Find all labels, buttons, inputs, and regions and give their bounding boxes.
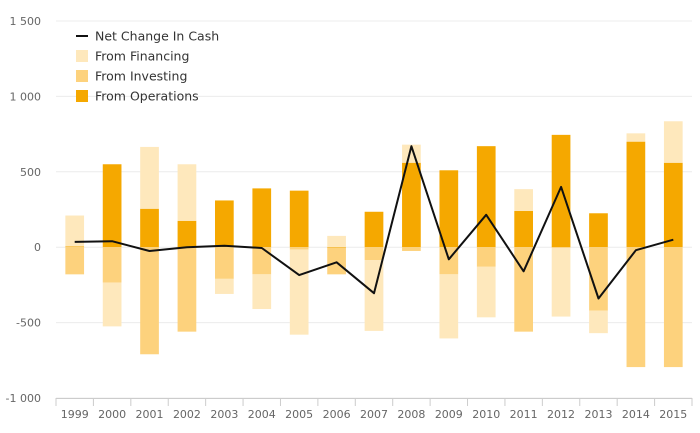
y-tick-label: 500 (20, 166, 41, 179)
bar-from-investing (514, 247, 533, 332)
legend-swatch-from-investing (76, 70, 88, 82)
bar-from-financing (551, 247, 571, 317)
bar-from-operations (364, 211, 384, 248)
legend: Net Change In Cash From Financing From Inv… (76, 29, 219, 104)
bar-from-operations (663, 162, 683, 248)
x-tick-label: 1999 (61, 408, 89, 421)
bar-from-operations (252, 188, 272, 248)
bar-from-financing (102, 282, 122, 327)
bar-from-operations (140, 208, 159, 248)
bar-from-investing (589, 247, 608, 311)
bar-from-financing (476, 266, 496, 318)
bar-from-investing (364, 247, 384, 261)
bar-from-financing (65, 215, 85, 247)
y-tick-label: 1 500 (10, 15, 42, 28)
bar-from-operations (402, 162, 421, 248)
bar-from-operations (476, 146, 496, 248)
bar-from-operations (514, 211, 533, 248)
bar-from-operations (215, 200, 234, 248)
bar-from-investing (327, 247, 346, 275)
bar-series-group (65, 121, 683, 368)
bar-from-operations (102, 164, 122, 248)
x-tick-label: 2000 (98, 408, 126, 421)
net-change-line (74, 145, 674, 300)
y-tick-label: 1 000 (10, 90, 42, 103)
x-tick-label: 2005 (285, 408, 313, 421)
x-tick-label: 2002 (173, 408, 201, 421)
legend-label: From Financing (95, 49, 189, 64)
bar-from-financing (663, 121, 683, 163)
bar-from-financing (327, 235, 346, 248)
y-axis: -1 000 -500 0 500 1 000 1 500 (6, 15, 41, 405)
x-tick-label: 2014 (622, 408, 650, 421)
x-tick-label: 2012 (547, 408, 575, 421)
bar-from-operations (626, 141, 646, 248)
x-tick-label: 2008 (397, 408, 425, 421)
bar-from-investing (663, 247, 683, 368)
legend-label: Net Change In Cash (95, 29, 219, 44)
bar-from-financing (140, 146, 159, 209)
line-series-group (74, 145, 674, 300)
bar-from-operations (551, 134, 571, 248)
bar-from-operations (439, 170, 459, 248)
bar-from-financing (626, 133, 646, 142)
bar-from-investing (626, 247, 646, 368)
bar-from-operations (327, 247, 346, 248)
bar-from-investing (252, 247, 272, 275)
legend-label: From Investing (95, 69, 187, 84)
legend-swatch-from-financing (76, 50, 88, 62)
bar-from-investing (177, 247, 197, 332)
x-tick-label: 2003 (210, 408, 238, 421)
bar-from-financing (252, 274, 272, 310)
legend-swatch-from-operations (76, 90, 88, 102)
bar-from-operations (177, 220, 197, 248)
y-tick-label: 0 (34, 241, 41, 254)
x-axis: 1999 2000 2001 2002 2003 2004 2005 2006 2007 2008… (55, 398, 693, 421)
bar-from-financing (439, 274, 459, 339)
y-tick-label: -1 000 (6, 392, 41, 405)
bar-from-operations (289, 190, 309, 248)
bar-from-investing (476, 247, 496, 267)
bar-from-financing (589, 310, 608, 334)
bar-from-investing (551, 247, 571, 248)
x-tick-label: 2009 (435, 408, 463, 421)
x-tick-label: 2004 (248, 408, 276, 421)
bar-from-investing (402, 247, 421, 251)
x-tick-label: 2006 (323, 408, 351, 421)
bar-from-investing (102, 247, 122, 283)
x-tick-label: 2001 (136, 408, 164, 421)
x-tick-label: 2013 (584, 408, 612, 421)
x-tick-label: 2015 (659, 408, 687, 421)
x-tick-label: 2011 (510, 408, 538, 421)
bar-from-financing (289, 249, 309, 335)
bar-from-financing (177, 164, 197, 221)
bar-from-investing (65, 247, 85, 275)
bar-from-financing (514, 189, 533, 212)
x-tick-label: 2010 (472, 408, 500, 421)
bar-from-financing (215, 278, 234, 294)
bar-from-investing (215, 247, 234, 279)
y-tick-label: -500 (16, 317, 41, 330)
legend-label: From Operations (95, 89, 199, 104)
bar-from-investing (140, 247, 159, 355)
bar-from-investing (289, 247, 309, 250)
bar-from-operations (65, 246, 85, 248)
x-tick-label: 2007 (360, 408, 388, 421)
bar-from-operations (589, 213, 608, 248)
